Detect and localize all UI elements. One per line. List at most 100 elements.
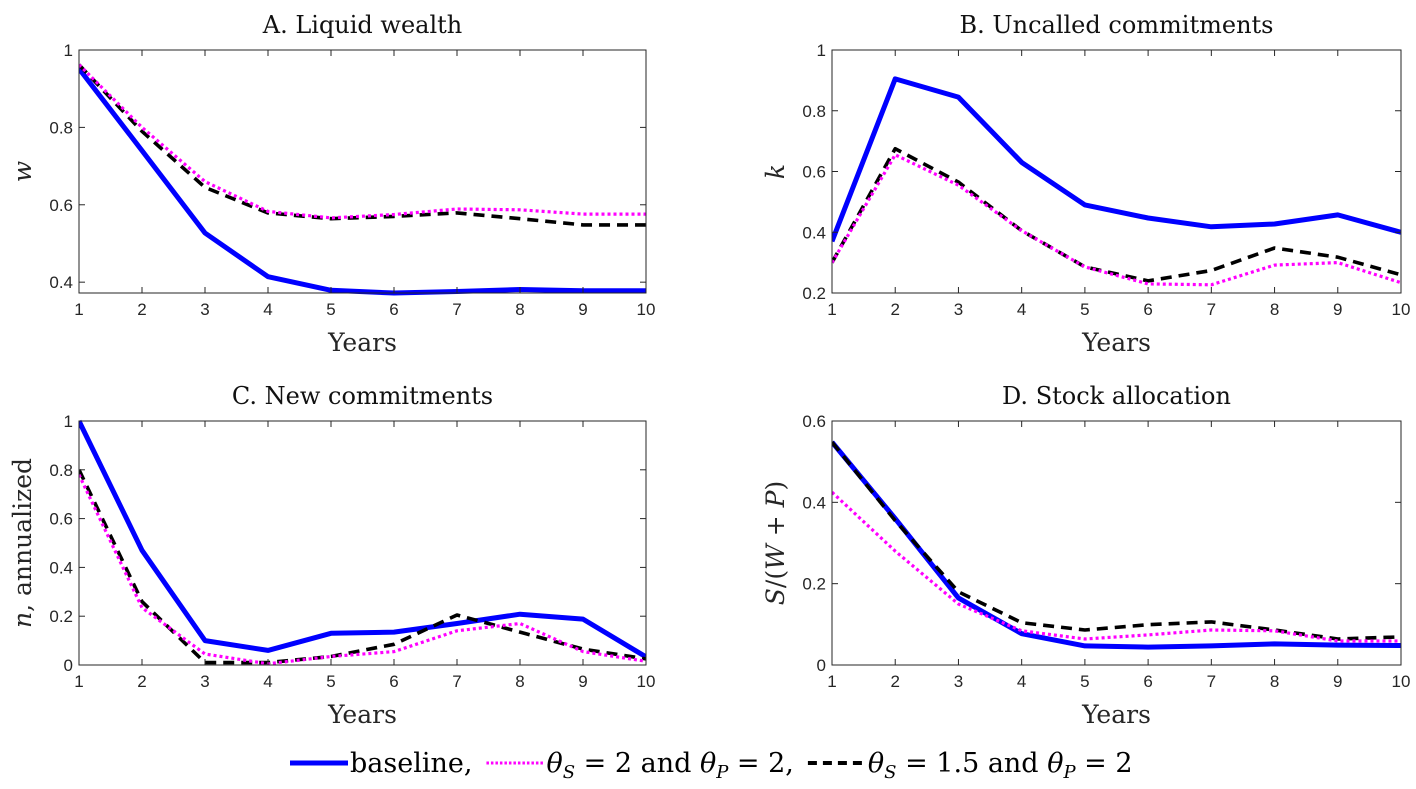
x-tick-label: 8 <box>1270 300 1279 319</box>
x-tick-label: 9 <box>1333 672 1342 691</box>
x-tick-label: 1 <box>74 672 83 691</box>
y-tick-label: 1 <box>64 41 73 60</box>
y-axis-label: k <box>761 164 790 179</box>
y-tick-label: 0.4 <box>49 558 73 577</box>
x-tick-label: 10 <box>637 672 656 691</box>
x-tick-label: 8 <box>515 672 524 691</box>
x-tick-label: 10 <box>1392 672 1411 691</box>
x-tick-label: 2 <box>137 300 146 319</box>
y-tick-label: 0.8 <box>49 118 73 137</box>
axes-box <box>78 49 647 294</box>
series-line-theta-s2-p2 <box>79 474 646 666</box>
x-tick-label: 3 <box>954 672 963 691</box>
x-tick-label: 9 <box>578 672 587 691</box>
x-axis-label: Years <box>1081 700 1151 729</box>
y-tick-label: 0 <box>817 656 826 675</box>
y-tick-label: 0.6 <box>49 510 73 529</box>
x-tick-label: 2 <box>137 672 146 691</box>
y-tick-label: 1 <box>64 412 73 431</box>
series-line-theta-s2-p2 <box>832 491 1401 643</box>
panel-title: A. Liquid wealth <box>262 11 463 39</box>
panel-d: D. Stock allocation 1 2 3 4 5 6 7 8 9 10 0 0.2 0.4 0.6… <box>761 382 1410 729</box>
y-tick-label: 0.8 <box>802 102 826 121</box>
series-line-baseline <box>832 76 1401 243</box>
x-tick-label: 7 <box>452 300 461 319</box>
axes-box <box>78 420 647 666</box>
x-tick-label: 6 <box>1143 672 1152 691</box>
series-line-theta-s15-p2 <box>832 146 1401 283</box>
y-tick-label: 0.2 <box>802 575 826 594</box>
legend: baseline, θS = 2 and θP = 2, θS = 1.5 and … <box>290 748 1133 783</box>
panel-c: C. New commitments 1 2 3 4 5 6 7 8 9 10 0 0.2 0.4 0.6 0… <box>8 382 655 729</box>
y-axis-label: w <box>8 161 37 182</box>
y-tick-label: 0.4 <box>802 493 826 512</box>
series-line-theta-s15-p2 <box>832 440 1401 641</box>
panel-b: B. Uncalled commitments 1 2 3 4 5 6 7 8 9 10 0.2 0.4… <box>761 11 1410 357</box>
series-lines <box>832 440 1401 650</box>
x-tick-label: 4 <box>263 300 272 319</box>
x-tick-label: 2 <box>890 300 899 319</box>
y-tick-label: 0.8 <box>49 461 73 480</box>
x-tick-label: 4 <box>263 672 272 691</box>
y-tick-label: 0.2 <box>49 607 73 626</box>
x-axis-label: Years <box>1081 328 1151 357</box>
x-tick-label: 7 <box>1207 672 1216 691</box>
x-tick-label: 8 <box>515 300 524 319</box>
x-tick-label: 10 <box>637 300 656 319</box>
legend-label: baseline, <box>350 748 472 779</box>
panel-title: B. Uncalled commitments <box>960 11 1274 39</box>
legend-label: θS = 1.5 and θP = 2 <box>868 748 1133 783</box>
x-tick-label: 2 <box>890 672 899 691</box>
y-tick-label: 0.6 <box>802 163 826 182</box>
legend-label: θS = 2 and θP = 2, <box>546 748 793 783</box>
series-line-theta-s2-p2 <box>832 153 1401 287</box>
x-tick-label: 4 <box>1017 672 1026 691</box>
panel-title: D. Stock allocation <box>1002 382 1231 410</box>
x-tick-label: 6 <box>389 672 398 691</box>
legend-entry-alt2: θS = 1.5 and θP = 2 <box>807 748 1133 783</box>
y-tick-label: 0.4 <box>49 273 73 292</box>
y-tick-label: 0 <box>64 656 73 675</box>
panel-a: A. Liquid wealth 1 2 3 4 5 6 7 8 9 10 0.4 0.6 0.8 1 Yea… <box>8 11 655 357</box>
y-tick-label: 0.6 <box>802 412 826 431</box>
x-tick-label: 1 <box>827 300 836 319</box>
y-tick-label: 0.4 <box>802 223 826 242</box>
x-tick-label: 5 <box>326 300 335 319</box>
x-tick-label: 5 <box>1080 672 1089 691</box>
series-lines <box>832 76 1401 287</box>
x-axis-label: Years <box>327 700 397 729</box>
series-line-theta-s2-p2 <box>79 63 646 220</box>
y-axis-label: S/(W + P) <box>761 481 790 605</box>
x-tick-label: 9 <box>578 300 587 319</box>
series-line-baseline <box>79 67 646 296</box>
x-tick-label: 7 <box>452 672 461 691</box>
x-tick-label: 3 <box>200 300 209 319</box>
x-tick-label: 1 <box>74 300 83 319</box>
y-tick-label: 0.2 <box>802 284 826 303</box>
series-line-theta-s15-p2 <box>79 63 646 227</box>
x-tick-label: 8 <box>1270 672 1279 691</box>
x-tick-label: 5 <box>1080 300 1089 319</box>
legend-entry-alt1: θS = 2 and θP = 2, <box>486 748 794 783</box>
series-lines <box>79 63 646 296</box>
y-axis-label: n, annualized <box>8 458 37 628</box>
x-tick-label: 3 <box>954 300 963 319</box>
legend-entry-baseline: baseline, <box>290 748 472 779</box>
x-tick-label: 10 <box>1392 300 1411 319</box>
y-tick-label: 0.6 <box>49 196 73 215</box>
x-tick-label: 1 <box>827 672 836 691</box>
y-tick-label: 1 <box>817 41 826 60</box>
x-tick-label: 6 <box>1143 300 1152 319</box>
series-lines <box>79 419 646 666</box>
x-tick-label: 6 <box>389 300 398 319</box>
x-tick-label: 5 <box>326 672 335 691</box>
x-tick-label: 9 <box>1333 300 1342 319</box>
x-axis-label: Years <box>327 328 397 357</box>
x-tick-label: 7 <box>1207 300 1216 319</box>
x-tick-label: 4 <box>1017 300 1026 319</box>
series-line-baseline <box>79 419 646 660</box>
x-tick-label: 3 <box>200 672 209 691</box>
panel-title: C. New commitments <box>232 382 493 410</box>
axes-box <box>831 420 1402 666</box>
